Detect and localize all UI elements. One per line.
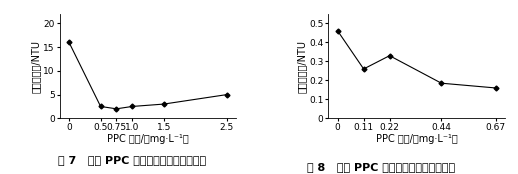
Text: 图 7   不同 PPC 投量对沉后水浊度的影响: 图 7 不同 PPC 投量对沉后水浊度的影响 — [58, 155, 206, 165]
Text: 图 8   不同 PPC 投量对滤后水浊度的影响: 图 8 不同 PPC 投量对滤后水浊度的影响 — [307, 162, 455, 172]
X-axis label: PPC 投量/（mg·L⁻¹）: PPC 投量/（mg·L⁻¹） — [376, 134, 457, 144]
X-axis label: PPC 投量/（mg·L⁻¹）: PPC 投量/（mg·L⁻¹） — [107, 134, 189, 144]
Y-axis label: 滤后水浊度/NTU: 滤后水浊度/NTU — [297, 40, 307, 93]
Y-axis label: 沉后水浊度/NTU: 沉后水浊度/NTU — [31, 40, 41, 93]
